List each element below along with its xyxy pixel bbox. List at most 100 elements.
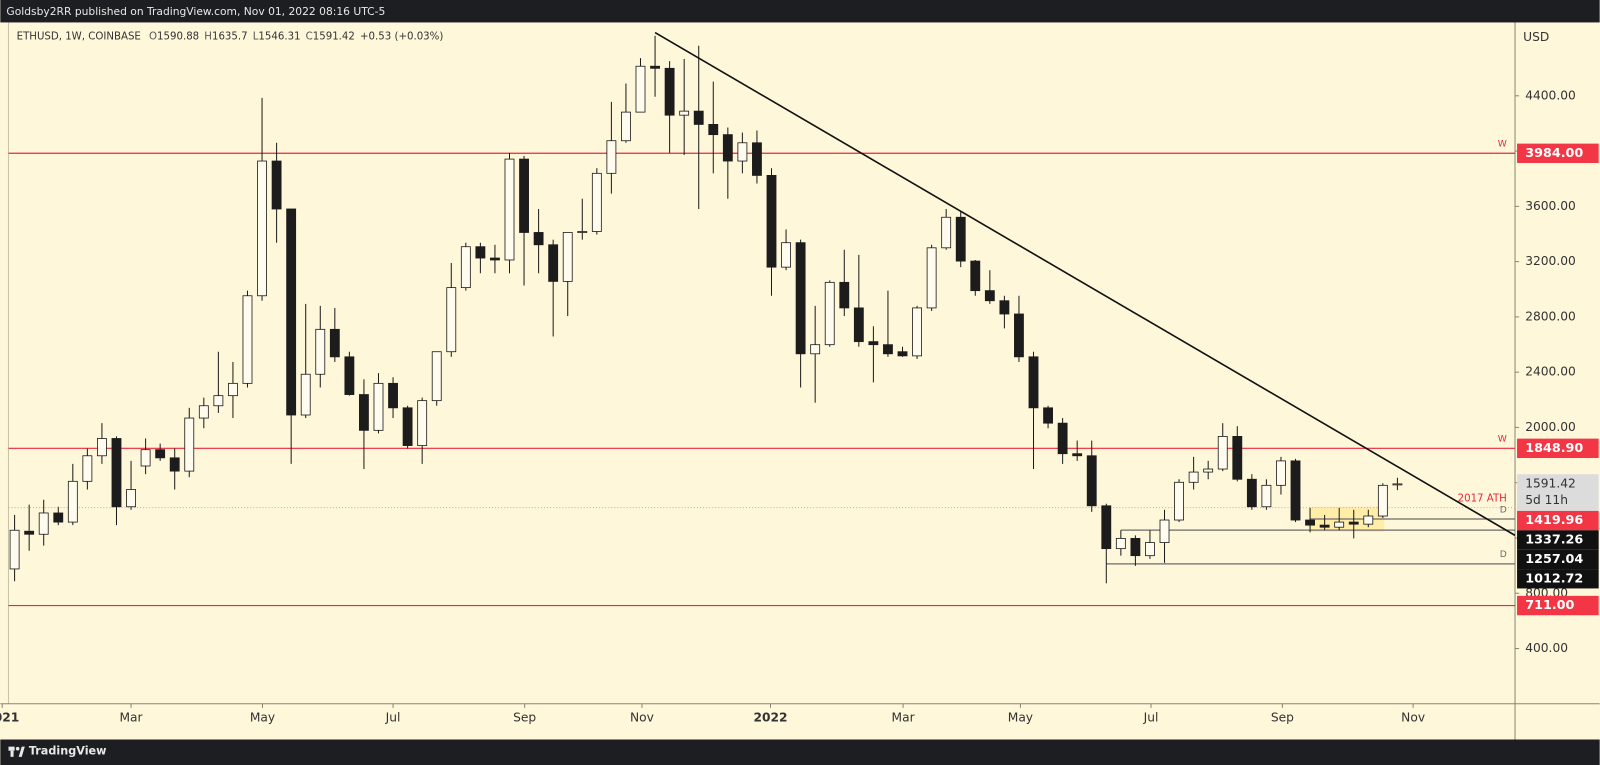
candle-body (853, 307, 864, 343)
candle-body (9, 529, 20, 570)
candle-body (810, 344, 821, 355)
legend-ohlc-value: 1591.42 (313, 32, 355, 43)
x-tick-label: Nov (630, 711, 654, 725)
candle-body (228, 382, 238, 397)
candle-body (169, 457, 180, 472)
candle-body (1334, 521, 1345, 528)
candle-body (1363, 515, 1374, 525)
candle-body (984, 290, 995, 302)
candle-body (635, 65, 646, 113)
price-labels: 3984.00 1848.90 1591.42 5d 11h 1419.96 1337.2… (1517, 143, 1599, 616)
level-tag: D (1500, 549, 1507, 560)
last-price-box (1517, 474, 1599, 511)
legend-change: +0.53 (+0.03%) (360, 32, 443, 43)
candle-body (1130, 537, 1141, 557)
legend-ohlc-value: 1635.7 (212, 32, 248, 43)
legend-ohlc-label: C (306, 32, 313, 43)
candle-body (504, 158, 515, 261)
candle-body (824, 281, 835, 346)
candle-body (752, 142, 762, 176)
level-tag: W (1498, 139, 1507, 150)
y-tick-label: 2400.00 (1525, 365, 1576, 379)
candle-body (839, 281, 850, 309)
legend-ohlc-label: O (149, 32, 157, 43)
bottom-bar (0, 739, 1600, 765)
candle-body (38, 512, 49, 535)
price-label-box (1517, 595, 1599, 616)
candle-body (67, 480, 78, 523)
candle-body (650, 65, 660, 69)
candle-body (1145, 542, 1155, 557)
candle-body (1246, 478, 1257, 508)
x-tick-label: May (1008, 711, 1033, 725)
candle-body (475, 246, 486, 259)
candle-body (766, 174, 777, 268)
price-label: 1012.72 (1525, 571, 1583, 586)
y-tick-label: 400.00 (1525, 641, 1568, 655)
legend-symbol: ETHUSD, 1W, COINBASE (17, 32, 141, 43)
price-label: 3984.00 (1525, 146, 1583, 161)
candle-body (1057, 422, 1068, 455)
publish-header: Goldsby2RR published on TradingView.com,… (6, 5, 385, 18)
candle-body (1276, 460, 1286, 486)
candle-body (446, 287, 457, 353)
x-tick-label: Nov (1401, 711, 1425, 725)
candle-body (941, 216, 952, 249)
candle-body (1072, 453, 1083, 457)
candle-body (300, 373, 311, 416)
price-label-box (1517, 530, 1599, 550)
axes: 400.00800.001200.001600.002000.002400.00… (0, 30, 1576, 724)
candle-body (490, 257, 500, 261)
candle-body (460, 246, 471, 289)
candle-body (126, 489, 136, 508)
price-label: 1337.26 (1525, 532, 1583, 547)
candle-body (82, 455, 93, 482)
candle-body (664, 67, 675, 116)
y-tick-label: 2800.00 (1525, 309, 1576, 323)
candle-body (1188, 471, 1199, 483)
candle-body (883, 344, 893, 355)
y-tick-label: 3600.00 (1525, 199, 1576, 213)
candle-body (1043, 407, 1053, 424)
candle-body (315, 328, 326, 375)
candle-body (1392, 483, 1403, 486)
y-tick-label: 2000.00 (1525, 420, 1576, 434)
candle-body (897, 351, 908, 357)
candle-body (955, 216, 966, 262)
candle-body (417, 400, 428, 446)
candle-body (708, 124, 719, 136)
x-tick-label: 2022 (753, 711, 787, 725)
candle-body (693, 110, 704, 125)
level-tag: W (1498, 434, 1507, 445)
legend-ohlc-label: H (204, 32, 212, 43)
price-label-box (1517, 143, 1599, 163)
candle-body (912, 307, 922, 357)
brand[interactable]: TradingView (29, 745, 107, 758)
candle-body (286, 208, 297, 416)
candle-body (184, 417, 195, 472)
candle-body (329, 328, 340, 358)
candle-body (606, 140, 617, 174)
candle-body (257, 160, 267, 297)
candle-body (533, 232, 544, 246)
candle-body (271, 160, 282, 210)
candle-body (722, 134, 733, 162)
candle-body (1305, 519, 1315, 526)
brand-logo (8, 746, 25, 757)
candle-body (868, 341, 879, 346)
legend-ohlc-value: 1546.31 (258, 32, 300, 43)
price-label-box (1517, 549, 1599, 570)
price-label: 1419.96 (1525, 513, 1583, 528)
candle-body (1101, 505, 1112, 550)
x-tick-label: Mar (892, 711, 916, 725)
x-tick-label: May (250, 711, 275, 725)
legend: ETHUSD, 1W, COINBASE O1590.88 H1635.7 L1546… (17, 32, 444, 43)
x-tick-label: Jul (385, 711, 401, 725)
candle-body (781, 242, 791, 268)
candle-body (431, 351, 442, 402)
candle-body (1203, 468, 1214, 473)
candle-body (1115, 537, 1126, 550)
